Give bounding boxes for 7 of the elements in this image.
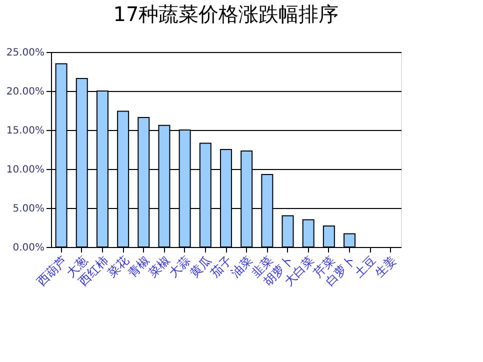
y-tick-label: 15.00% — [6, 126, 44, 136]
chart-title: 17种蔬菜价格涨跌幅排序 — [113, 2, 339, 26]
y-tick-label: 10.00% — [6, 164, 44, 176]
y-tick-label: 0.00% — [12, 242, 44, 254]
y-tick-label: 5.00% — [12, 204, 44, 214]
y-tick-label: 20.00% — [6, 86, 44, 98]
y-tick-label: 25.00% — [6, 48, 44, 58]
